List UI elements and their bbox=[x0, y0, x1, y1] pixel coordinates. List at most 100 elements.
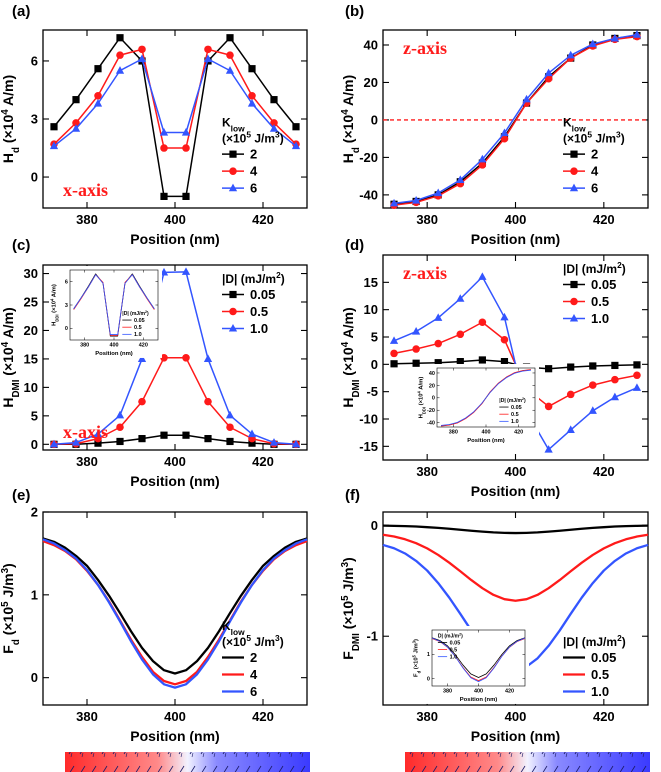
y-axis-label-part: 5 bbox=[411, 654, 416, 657]
legend-label: 0.5 bbox=[511, 412, 519, 418]
y-tick-label: 0 bbox=[65, 326, 68, 332]
legend-title-part: 2 bbox=[276, 270, 281, 280]
legend-title-part: low bbox=[231, 124, 245, 134]
data-point bbox=[500, 128, 509, 137]
legend-title: Klow bbox=[222, 619, 245, 637]
legend-title: (×105 J/m3) bbox=[563, 130, 625, 146]
data-point bbox=[434, 359, 442, 367]
y-tick-label: 0 bbox=[31, 437, 38, 452]
legend-label: 6 bbox=[250, 684, 257, 699]
data-point bbox=[632, 383, 642, 391]
y-axis-label-part: J/m bbox=[0, 573, 16, 601]
y-axis-label-part: 3 bbox=[340, 561, 351, 567]
data-point bbox=[160, 144, 168, 152]
y-axis-label-part: 3 bbox=[0, 567, 11, 573]
panel-label: (b) bbox=[345, 3, 364, 20]
data-point bbox=[115, 410, 125, 419]
legend-label: 0.5 bbox=[591, 294, 609, 309]
x-tick-label: 420 bbox=[593, 212, 615, 227]
y-tick-label: -20 bbox=[427, 408, 435, 414]
legend-title: Klow bbox=[222, 116, 245, 134]
y-tick-label: -10 bbox=[359, 412, 378, 427]
x-tick-label: 400 bbox=[164, 454, 186, 469]
data-point bbox=[434, 339, 442, 348]
legend-label: 1.0 bbox=[250, 321, 268, 336]
y-axis-label-part: (×10 bbox=[52, 300, 58, 314]
series-line bbox=[54, 434, 296, 446]
data-point bbox=[204, 397, 212, 406]
y-tick-label: 40 bbox=[364, 37, 378, 52]
y-tick-label: 5 bbox=[371, 330, 378, 345]
data-point bbox=[159, 128, 169, 136]
data-point bbox=[291, 141, 301, 150]
data-point bbox=[115, 66, 125, 74]
annotation: z-axis bbox=[403, 263, 447, 283]
data-point bbox=[138, 435, 146, 443]
x-tick-label: 400 bbox=[474, 689, 483, 695]
y-axis-label-part: (×10 bbox=[340, 347, 356, 380]
data-point bbox=[138, 45, 146, 54]
y-axis-label-part: 5 bbox=[0, 601, 11, 607]
inset-background bbox=[54, 266, 162, 358]
legend-marker bbox=[569, 314, 579, 322]
y-axis-label-part: (×10 bbox=[414, 657, 420, 671]
legend-label: 4 bbox=[250, 667, 258, 682]
legend-title-part: D| (mJ/m bbox=[438, 634, 460, 640]
series-line bbox=[431, 637, 526, 683]
y-axis-label-part: (×10 bbox=[340, 601, 356, 634]
legend-marker bbox=[570, 167, 578, 175]
x-tick-label: 420 bbox=[139, 343, 148, 349]
y-axis-label-part: H bbox=[340, 398, 356, 408]
panel-label: (f) bbox=[345, 487, 360, 504]
data-point bbox=[182, 192, 190, 200]
y-axis-label-part: ) bbox=[340, 557, 356, 562]
series-line bbox=[42, 537, 308, 675]
y-axis-label-part: ) bbox=[414, 639, 420, 641]
y-axis-label-part: DDI bbox=[54, 315, 59, 322]
y-tick-label: 0 bbox=[371, 518, 378, 533]
series-line bbox=[53, 58, 297, 147]
data-point bbox=[478, 272, 487, 280]
data-point bbox=[116, 51, 124, 59]
y-axis-label-part: H bbox=[0, 153, 16, 163]
data-point bbox=[390, 360, 398, 368]
y-tick-label: -40 bbox=[427, 421, 435, 427]
data-point bbox=[389, 336, 399, 344]
legend-marker bbox=[229, 167, 237, 175]
y-axis-label-part: 5 bbox=[340, 595, 351, 601]
legend-marker bbox=[228, 183, 238, 192]
x-axis-label: Position (nm) bbox=[467, 438, 505, 444]
data-point bbox=[49, 439, 59, 448]
y-tick-label: 0 bbox=[31, 170, 38, 185]
legend-title-part: ) bbox=[622, 635, 626, 649]
legend-label: 6 bbox=[591, 181, 598, 196]
y-tick-label: -5 bbox=[366, 384, 378, 399]
y-axis-label-part: d bbox=[11, 147, 22, 153]
data-point bbox=[248, 65, 256, 73]
legend-title-part: ) bbox=[280, 635, 284, 649]
data-point bbox=[226, 423, 234, 432]
data-point bbox=[610, 392, 620, 401]
data-point bbox=[566, 390, 575, 399]
series-line bbox=[393, 33, 638, 205]
data-point bbox=[456, 330, 465, 339]
spin-arrows bbox=[65, 752, 310, 772]
data-point bbox=[390, 349, 398, 358]
y-axis-label: HDMI (×104 A/m) bbox=[340, 307, 362, 407]
y-axis-label-part: 4 bbox=[340, 341, 351, 347]
y-tick-label: -15 bbox=[359, 439, 378, 454]
y-tick-label: 20 bbox=[24, 323, 38, 338]
y-axis-label-part: A/m) bbox=[0, 307, 16, 341]
y-axis-label-part: 4 bbox=[49, 298, 54, 301]
y-axis-label-part: H bbox=[52, 322, 58, 326]
legend-label: 2 bbox=[250, 147, 257, 162]
x-tick-label: 380 bbox=[416, 709, 438, 724]
legend-label: 0.5 bbox=[134, 325, 142, 331]
legend-title-part: ) bbox=[621, 132, 625, 146]
legend-title-part: 5 bbox=[246, 633, 251, 643]
legend-marker bbox=[569, 183, 579, 192]
y-axis-label-part: A/m) bbox=[340, 307, 356, 341]
data-point bbox=[544, 402, 553, 411]
y-tick-label: 1 bbox=[31, 587, 38, 602]
